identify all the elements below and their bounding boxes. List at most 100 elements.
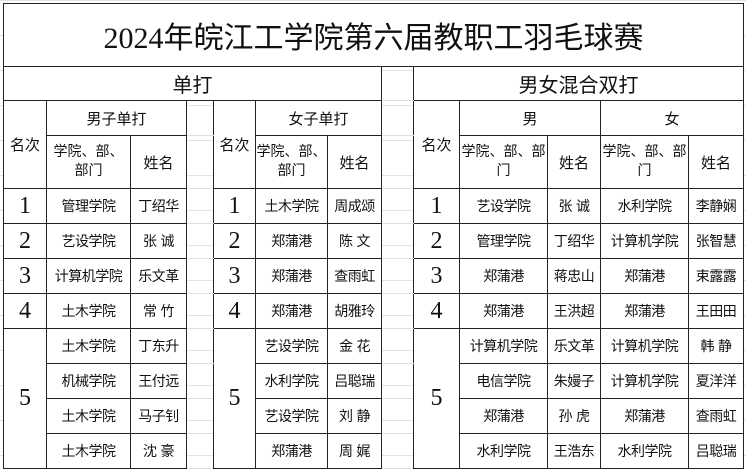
- gap-cell: [381, 398, 414, 434]
- gap-cell: [186, 433, 214, 469]
- gap-cell: [381, 100, 414, 136]
- gap-cell: [381, 258, 414, 294]
- mixed-rank: 5: [413, 328, 460, 469]
- mixed-female-dept-header: 学院、部、部门: [600, 135, 689, 189]
- men-name: 王付远: [130, 363, 187, 399]
- mixed-female-name-header: 姓名: [688, 135, 744, 189]
- women-dept: 郑蒲港: [255, 258, 328, 294]
- men-rank: 1: [3, 188, 47, 224]
- gap-cell: [381, 433, 414, 469]
- gap-cell: [186, 293, 214, 329]
- mixed-male-dept: 郑蒲港: [459, 398, 548, 434]
- women-name: 陈 文: [327, 223, 382, 259]
- mixed-female-name: 李静娴: [688, 188, 744, 224]
- women-name: 吕聪瑞: [327, 363, 382, 399]
- sheet-title: 2024年皖江工学院第六届教职工羽毛球赛: [3, 3, 744, 67]
- gap-cell: [186, 188, 214, 224]
- mixed-male-dept: 管理学院: [459, 223, 548, 259]
- men-dept: 土木学院: [46, 433, 131, 469]
- mixed-female-name: 夏洋洋: [688, 363, 744, 399]
- mixed-female-name: 查雨虹: [688, 398, 744, 434]
- mixed-female-name: 张智慧: [688, 223, 744, 259]
- mixed-rank: 3: [413, 258, 460, 294]
- mixed-female-dept: 水利学院: [600, 433, 689, 469]
- men-name: 常 竹: [130, 293, 187, 329]
- men-rank: 5: [3, 328, 47, 469]
- gap-cell: [381, 188, 414, 224]
- women-dept: 郑蒲港: [255, 223, 328, 259]
- mixed-female-name: 吕聪瑞: [688, 433, 744, 469]
- mixed-male-dept: 水利学院: [459, 433, 548, 469]
- gap-cell: [381, 363, 414, 399]
- men-rank: 4: [3, 293, 47, 329]
- mixed-female-dept: 计算机学院: [600, 328, 689, 364]
- mixed-rank: 1: [413, 188, 460, 224]
- men-name-header: 姓名: [130, 135, 187, 189]
- women-dept: 水利学院: [255, 363, 328, 399]
- mixed-rank-header: 名次: [413, 100, 460, 189]
- gap-cell: [186, 328, 214, 364]
- mixed-rank: 4: [413, 293, 460, 329]
- mixed-male-name: 丁绍华: [547, 223, 601, 259]
- table-row: 机械学院 王付远 水利学院 吕聪瑞 电信学院 朱嫚子 计算机学院 夏洋洋: [4, 363, 744, 399]
- men-dept: 土木学院: [46, 398, 131, 434]
- singles-section-header: 单打: [3, 66, 382, 101]
- gap-cell: [381, 66, 414, 101]
- women-name: 周成颂: [327, 188, 382, 224]
- results-sheet: 2024年皖江工学院第六届教职工羽毛球赛 单打 男女混合双打 名次 男子单打 名…: [3, 3, 744, 469]
- women-dept: 郑蒲港: [255, 293, 328, 329]
- mixed-male-name: 孙 虎: [547, 398, 601, 434]
- mixed-male-dept: 艺设学院: [459, 188, 548, 224]
- mixed-male-name: 朱嫚子: [547, 363, 601, 399]
- mixed-male-name: 王浩东: [547, 433, 601, 469]
- gap-cell: [186, 135, 214, 189]
- mixed-section-header: 男女混合双打: [413, 66, 744, 101]
- men-rank: 3: [3, 258, 47, 294]
- gap-cell: [186, 258, 214, 294]
- men-dept: 机械学院: [46, 363, 131, 399]
- women-rank: 4: [213, 293, 256, 329]
- mixed-female-dept: 郑蒲港: [600, 258, 689, 294]
- women-rank: 1: [213, 188, 256, 224]
- men-name: 乐文革: [130, 258, 187, 294]
- mixed-female-name: 韩 静: [688, 328, 744, 364]
- women-name: 周 娓: [327, 433, 382, 469]
- women-dept: 土木学院: [255, 188, 328, 224]
- gap-cell: [381, 135, 414, 189]
- women-name-header: 姓名: [327, 135, 382, 189]
- mixed-male-dept: 电信学院: [459, 363, 548, 399]
- men-dept: 土木学院: [46, 293, 131, 329]
- women-dept-header: 学院、部、部门: [255, 135, 328, 189]
- mixed-female-name: 王田田: [688, 293, 744, 329]
- table-row: 2 艺设学院张 诚 2 郑蒲港陈 文 2 管理学院 丁绍华 计算机学院 张智慧: [3, 223, 744, 259]
- women-name: 查雨虹: [327, 258, 382, 294]
- women-dept: 郑蒲港: [255, 433, 328, 469]
- men-dept: 艺设学院: [46, 223, 131, 259]
- mixed-female-dept: 计算机学院: [600, 223, 689, 259]
- mixed-female-dept: 水利学院: [600, 188, 689, 224]
- men-name: 沈 豪: [130, 433, 187, 469]
- mixed-male-name: 王洪超: [547, 293, 601, 329]
- men-name: 张 诚: [130, 223, 187, 259]
- mixed-male-name: 张 诚: [547, 188, 601, 224]
- gap-cell: [186, 223, 214, 259]
- table-row: 土木学院 马子钊 艺设学院刘 静郑蒲港孙 虎郑蒲港 查雨虹: [4, 398, 744, 434]
- table-row: 土木学院沈 豪郑蒲港周 娓水利学院 王浩东 水利学院 吕聪瑞: [4, 433, 744, 469]
- men-dept: 土木学院: [46, 328, 131, 364]
- mixed-male-dept-header: 学院、部、部门: [459, 135, 548, 189]
- women-dept: 艺设学院: [255, 398, 328, 434]
- women-name: 胡雅玲: [327, 293, 382, 329]
- men-dept: 计算机学院: [46, 258, 131, 294]
- men-name: 丁东升: [130, 328, 187, 364]
- gap-cell: [381, 223, 414, 259]
- mixed-male-dept: 郑蒲港: [459, 293, 548, 329]
- men-name: 马子钊: [130, 398, 187, 434]
- mixed-female-dept: 计算机学院: [600, 363, 689, 399]
- women-dept: 艺设学院: [255, 328, 328, 364]
- men-name: 丁绍华: [130, 188, 187, 224]
- table-row: 3 计算机学院 乐文革 3 郑蒲港 查雨虹 3 郑蒲港 蒋忠山 郑蒲港 束露露: [3, 258, 744, 294]
- table-row: 5 土木学院 丁东升 5 艺设学院金 花 5 计算机学院 乐文革 计算机学院韩 静: [3, 328, 744, 469]
- gap-cell: [186, 398, 214, 434]
- men-singles-header: 男子单打: [46, 100, 187, 136]
- mixed-male-name-header: 姓名: [547, 135, 601, 189]
